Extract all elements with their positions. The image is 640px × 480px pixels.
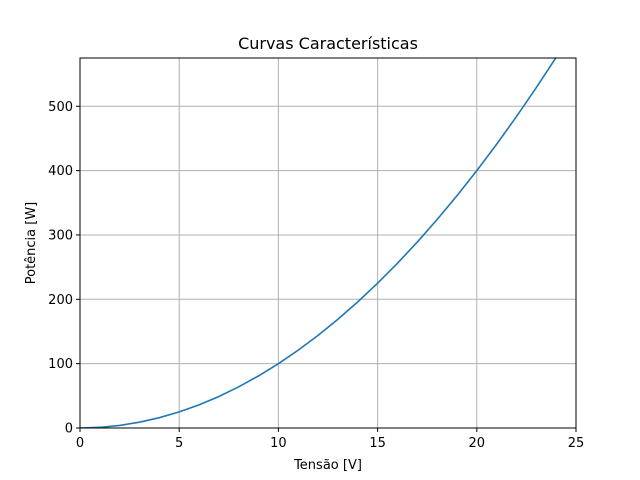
- x-axis-label: Tensão [V]: [293, 458, 362, 473]
- chart-title: Curvas Características: [238, 34, 418, 53]
- y-tick-label: 200: [48, 293, 73, 308]
- x-tick-label: 20: [469, 436, 486, 451]
- x-tick-label: 5: [175, 436, 183, 451]
- y-axis: 0 100 200 300 400 500: [48, 100, 80, 437]
- y-tick-label: 400: [48, 164, 73, 179]
- y-axis-label: Potência [W]: [24, 202, 39, 285]
- x-tick-label: 25: [568, 436, 585, 451]
- grid: [79, 58, 577, 429]
- y-tick-label: 0: [65, 422, 73, 437]
- y-tick-label: 500: [48, 100, 73, 115]
- y-tick-label: 300: [48, 228, 73, 243]
- series-layer: [80, 58, 557, 428]
- plot-frame: [79, 57, 577, 429]
- series-line: [80, 58, 557, 428]
- x-tick-label: 15: [369, 436, 386, 451]
- x-tick-label: 10: [270, 436, 287, 451]
- y-tick-label: 100: [48, 357, 73, 372]
- x-tick-label: 0: [76, 436, 84, 451]
- x-axis: 0 5 10 15 20 25: [76, 428, 584, 451]
